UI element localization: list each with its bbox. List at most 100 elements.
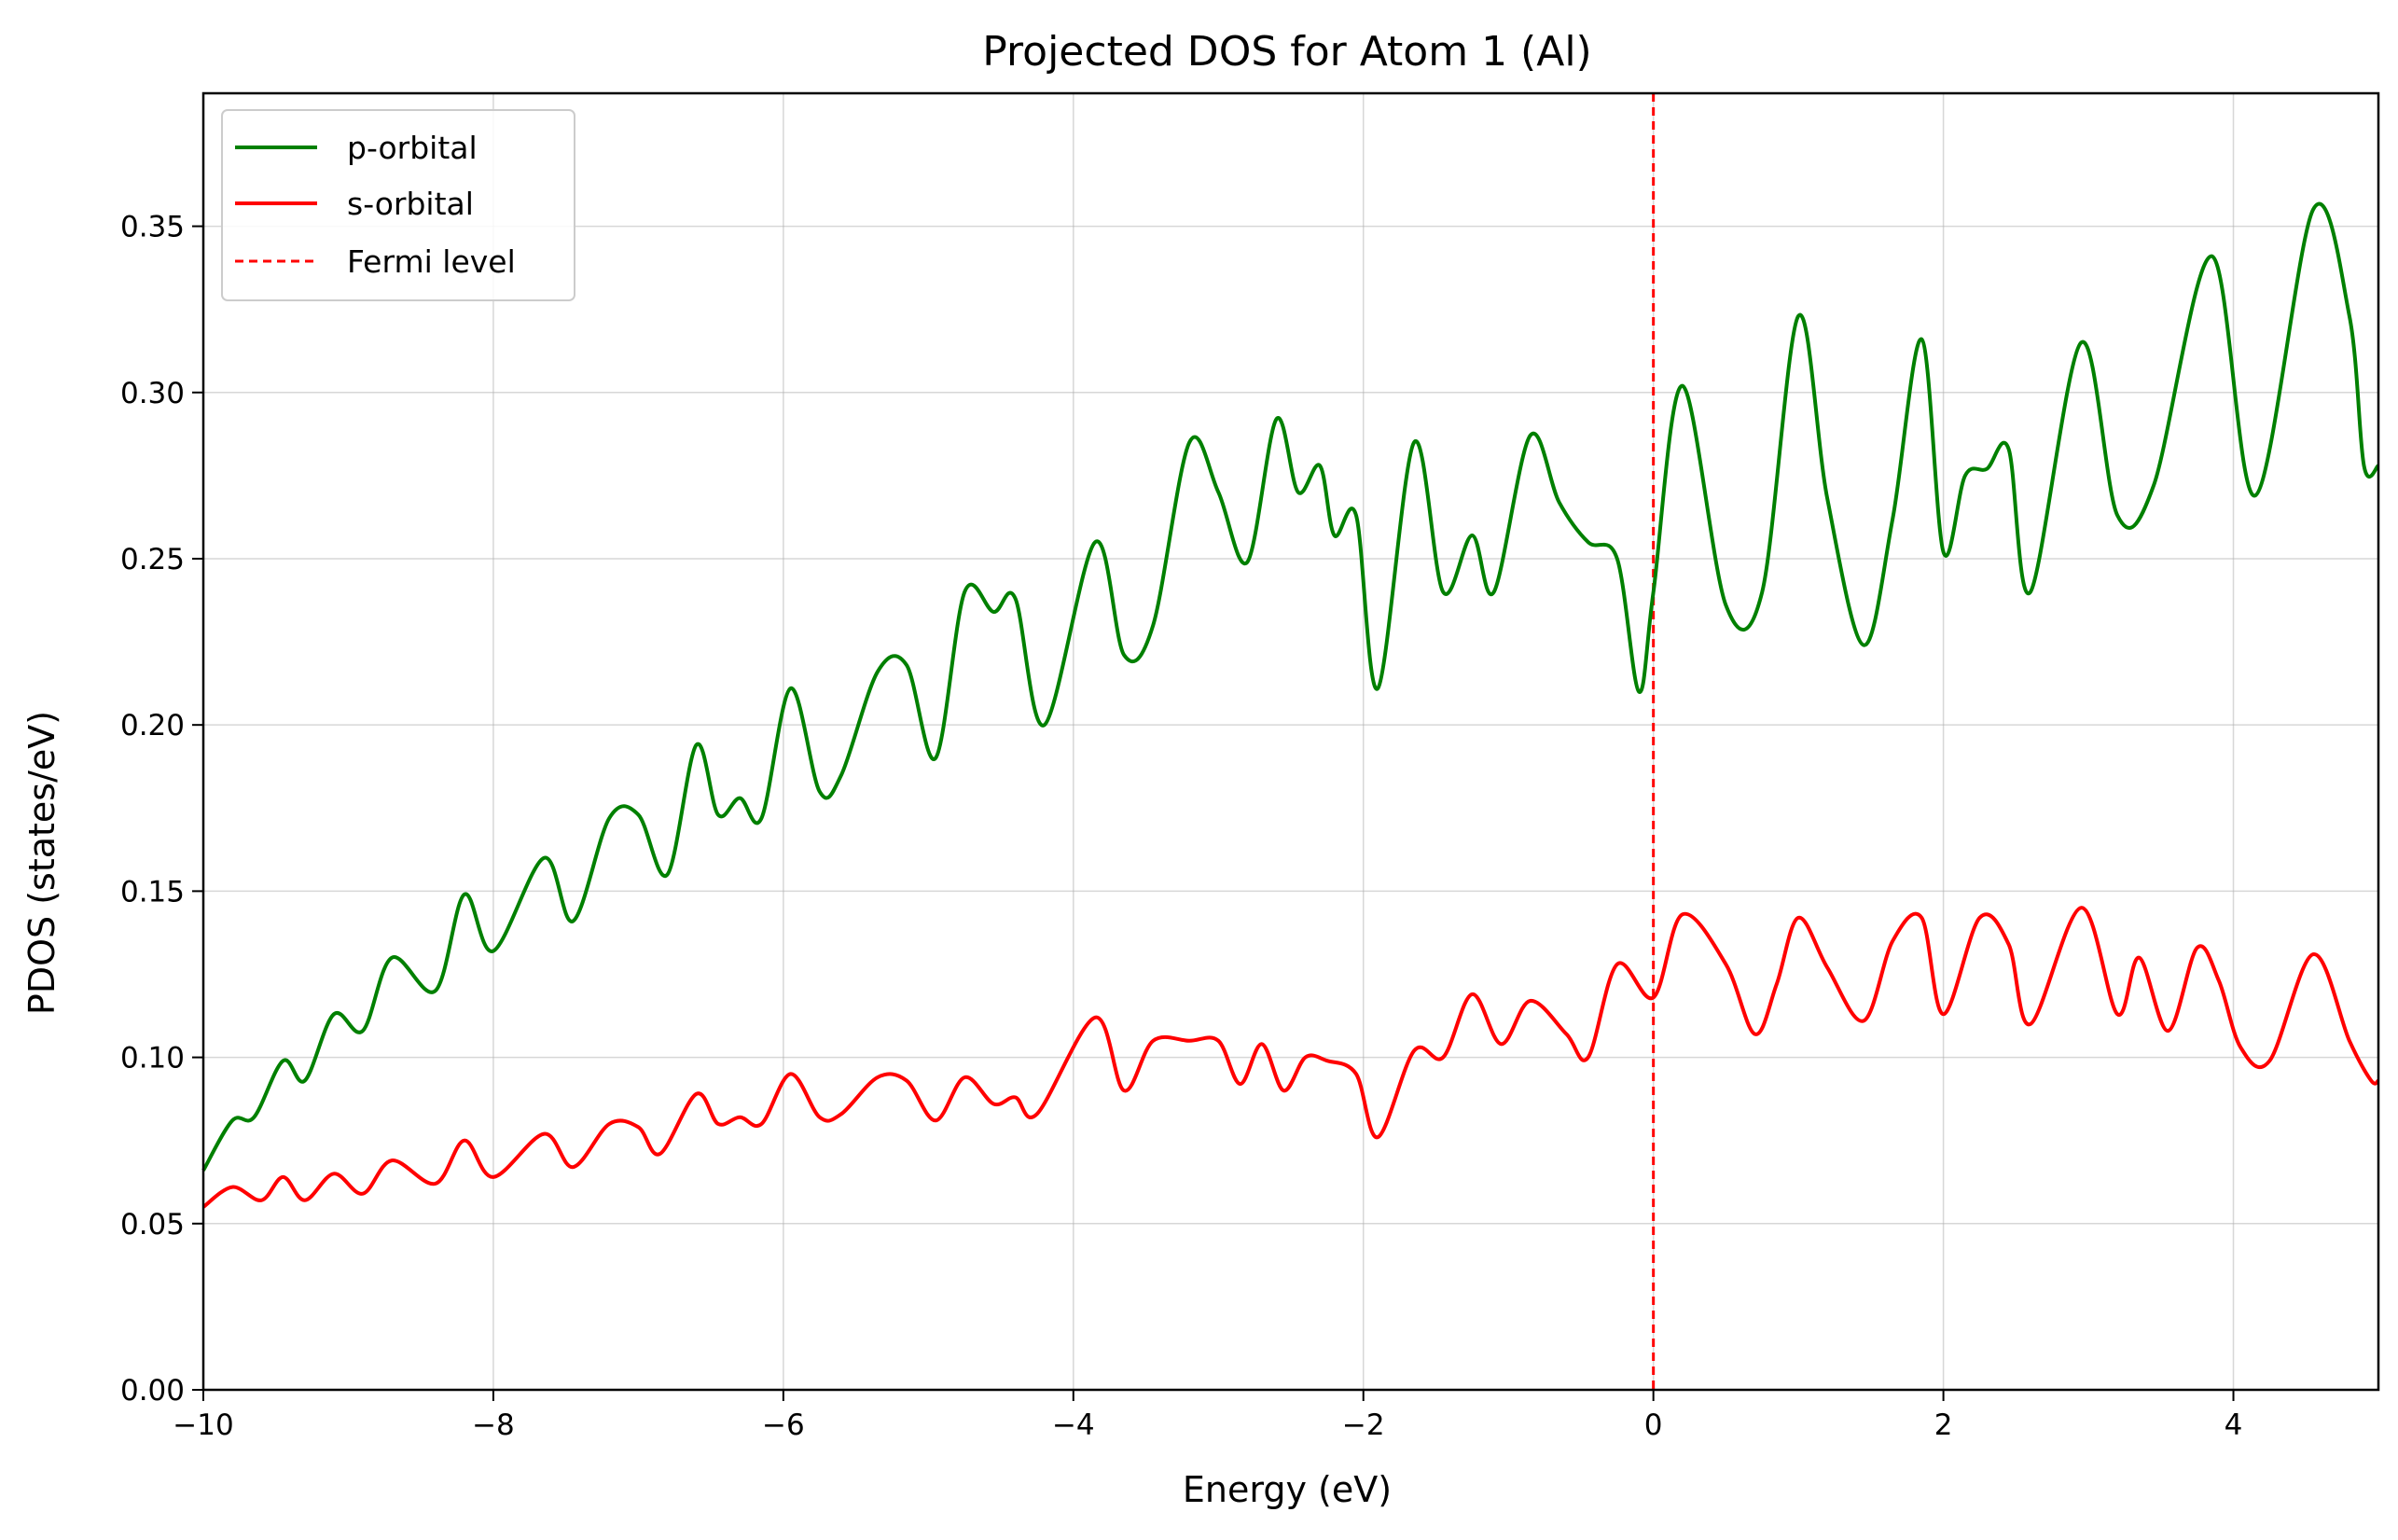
y-axis-ticks: 0.00 0.05 0.10 0.15 0.20 0.25 0.30 0.35 (120, 211, 203, 1408)
series-layer (201, 201, 2380, 1209)
data-point-p-orbital (717, 814, 718, 815)
data-point-p-orbital (1218, 492, 1219, 493)
data-point-p-orbital (573, 921, 574, 922)
legend-box (221, 109, 575, 301)
data-point-s-orbital (659, 1153, 660, 1154)
data-point-p-orbital (544, 857, 545, 858)
data-point-p-orbital (304, 1080, 305, 1081)
data-point-s-orbital (841, 1114, 842, 1115)
data-point-p-orbital (609, 818, 610, 819)
data-point-s-orbital (435, 1184, 436, 1185)
data-point-s-orbital (1587, 1057, 1588, 1058)
data-point-p-orbital (1762, 591, 1763, 592)
data-point-p-orbital (1653, 591, 1654, 592)
data-point-p-orbital (1153, 625, 1154, 626)
data-point-p-orbital (964, 591, 965, 592)
data-point-p-orbital (1320, 465, 1321, 466)
data-point-s-orbital (573, 1167, 574, 1168)
data-point-p-orbital (2313, 209, 2314, 210)
y-tick-label: 0.00 (120, 1374, 185, 1408)
data-point-p-orbital (1015, 598, 1016, 599)
data-point-p-orbital (1044, 725, 1045, 726)
data-point-s-orbital (283, 1176, 284, 1177)
data-point-s-orbital (2030, 1023, 2031, 1024)
data-point-p-orbital (333, 1014, 334, 1015)
data-point-p-orbital (1987, 468, 1988, 469)
data-point-p-orbital (841, 774, 842, 775)
data-point-s-orbital (1443, 1057, 1444, 1058)
data-point-s-orbital (761, 1123, 762, 1124)
data-point-p-orbital (2363, 465, 2364, 466)
data-point-s-orbital (1305, 1057, 1306, 1058)
data-point-s-orbital (392, 1160, 393, 1161)
data-point-s-orbital (1827, 967, 1828, 968)
data-point-p-orbital (761, 818, 762, 819)
x-tick-label: −4 (1052, 1408, 1095, 1442)
data-point-s-orbital (907, 1080, 908, 1081)
y-tick-label: 0.15 (120, 875, 185, 909)
y-tick-label: 0.30 (120, 377, 185, 410)
data-point-s-orbital (2008, 944, 2009, 945)
y-tick-label: 0.20 (120, 709, 185, 742)
data-point-p-orbital (1827, 498, 1828, 499)
data-point-s-orbital (1501, 1044, 1502, 1045)
y-axis-label: PDOS (states/eV) (21, 711, 62, 1015)
data-point-s-orbital (638, 1127, 639, 1128)
data-point-s-orbital (1240, 1084, 1241, 1085)
data-point-s-orbital (232, 1186, 233, 1187)
data-point-p-orbital (1892, 519, 1893, 520)
data-point-s-orbital (1653, 997, 1654, 998)
data-point-s-orbital (696, 1093, 697, 1094)
data-point-s-orbital (1153, 1040, 1154, 1041)
data-point-p-orbital (1921, 339, 1922, 340)
data-point-p-orbital (1189, 442, 1190, 443)
data-point-p-orbital (232, 1120, 233, 1121)
data-point-p-orbital (1639, 691, 1640, 692)
data-point-p-orbital (435, 991, 436, 992)
data-point-s-orbital (1979, 917, 1980, 918)
x-tick-label: −10 (173, 1408, 233, 1442)
data-point-p-orbital (1356, 515, 1357, 516)
legend-label-s-orbital: s-orbital (347, 186, 474, 222)
data-point-s-orbital (363, 1193, 364, 1194)
data-point-p-orbital (1493, 591, 1494, 592)
data-point-p-orbital (1798, 315, 1799, 316)
data-point-s-orbital (1283, 1090, 1284, 1091)
data-point-s-orbital (717, 1123, 718, 1124)
x-tick-label: −8 (472, 1408, 515, 1442)
plot-frame (201, 91, 2380, 1392)
data-point-p-orbital (1472, 535, 1473, 536)
data-point-p-orbital (2117, 515, 2118, 516)
data-point-p-orbital (1682, 385, 1683, 386)
data-point-p-orbital (1124, 655, 1125, 656)
series-line-s-orbital (201, 906, 2380, 1209)
data-point-p-orbital (1276, 419, 1277, 420)
data-point-s-orbital (1356, 1074, 1357, 1075)
data-point-p-orbital (2254, 495, 2255, 496)
x-axis-ticks: −10 −8 −6 −4 −2 0 2 4 (173, 1390, 2242, 1442)
data-point-s-orbital (1261, 1044, 1262, 1045)
data-point-p-orbital (1616, 559, 1617, 560)
series-line-p-orbital (201, 201, 2380, 1172)
data-point-p-orbital (1414, 442, 1415, 443)
y-tick-label: 0.05 (120, 1208, 185, 1242)
data-point-p-orbital (1530, 436, 1531, 437)
y-tick-label: 0.25 (120, 543, 185, 576)
y-tick-label: 0.35 (120, 211, 185, 244)
data-point-s-orbital (1776, 984, 1777, 985)
data-point-p-orbital (1587, 542, 1588, 543)
data-point-s-orbital (333, 1173, 334, 1174)
legend-label-p-orbital: p-orbital (347, 130, 478, 166)
data-point-s-orbital (2168, 1031, 2169, 1032)
data-point-s-orbital (2081, 908, 2082, 909)
data-point-p-orbital (1378, 688, 1379, 689)
data-point-s-orbital (1015, 1097, 1016, 1098)
data-point-p-orbital (2154, 485, 2155, 486)
chart-title: Projected DOS for Atom 1 (Al) (982, 28, 1591, 76)
legend-label-fermi-level: Fermi level (347, 243, 516, 280)
data-point-p-orbital (2081, 342, 2082, 343)
x-tick-label: 0 (1644, 1408, 1663, 1442)
data-point-s-orbital (609, 1123, 610, 1124)
data-point-p-orbital (2008, 449, 2009, 450)
